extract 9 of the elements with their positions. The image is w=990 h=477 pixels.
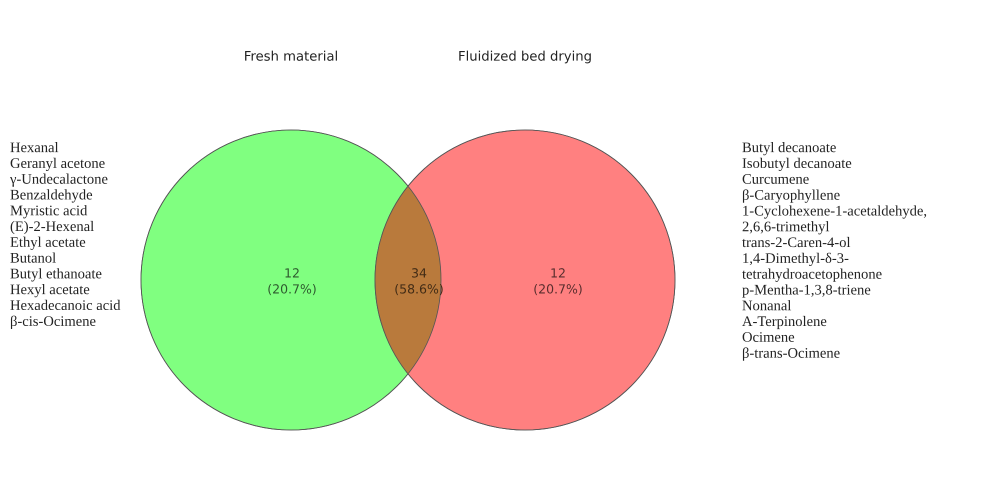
data-label: 12 xyxy=(551,268,565,278)
text: (20.7%) xyxy=(534,284,582,296)
category-label: Fluidized bed drying xyxy=(459,50,591,64)
data-label: 12 xyxy=(285,268,299,278)
text: Butyl decanoate Isobutyl decanoate Curcumene β-Caryophyllene 1-Cyclohexene-1-acetaldehyde, 2,6,6-trimethyl trans-2-Caren-4-ol 1,4-Dimethyl-δ-3- tetrahydroacetophenone p-Mentha-1,3,8-triene Nonanal A-Terpinolene Ocimene β-trans-Ocimene xyxy=(742,142,926,361)
text: Hexanal Geranyl acetone γ-Undecalactone Benzaldehyde Myristic acid (E)-2-Hexenal Ethyl acetate Butanol Butyl ethanoate Hexyl acetate Hexadecanoic acid β-cis-Ocimene xyxy=(10,142,120,329)
category-label: Fresh material xyxy=(245,50,337,61)
data-label: 34 xyxy=(412,268,426,278)
text: (20.7%) xyxy=(268,284,316,296)
